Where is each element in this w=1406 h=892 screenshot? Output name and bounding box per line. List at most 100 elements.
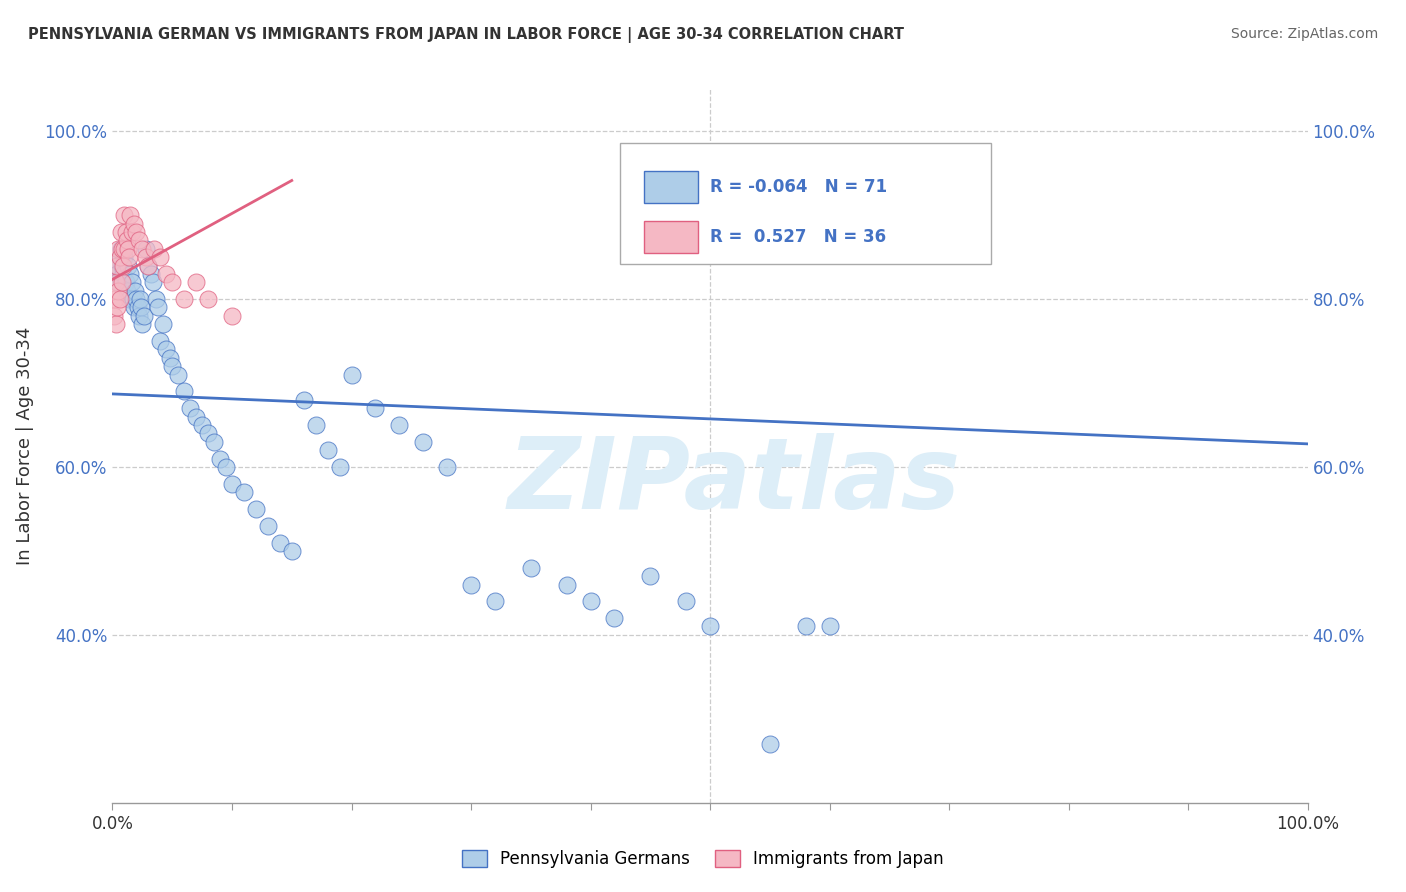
Point [111,259,134,273]
Point [104,292,127,306]
Point [179,401,201,416]
Point [112,259,135,273]
Point [152,318,174,332]
Point [103,309,125,323]
Point [759,737,782,751]
Point [131,318,153,332]
Legend: Pennsylvania Germans, Immigrants from Japan: Pennsylvania Germans, Immigrants from Ja… [456,843,950,875]
Y-axis label: In Labor Force | Age 30-34: In Labor Force | Age 30-34 [15,326,34,566]
Point [110,225,132,239]
Point [118,292,141,306]
Point [131,242,153,256]
Point [120,208,142,222]
Point [117,242,139,256]
Point [329,460,352,475]
Point [159,351,181,365]
Point [105,267,128,281]
Point [120,267,142,281]
Point [603,611,626,625]
Point [138,259,160,273]
Point [221,309,243,323]
Point [129,292,152,306]
Point [127,301,149,315]
Point [135,250,157,264]
Point [128,233,150,247]
Point [186,409,208,424]
Point [145,292,167,306]
Point [364,401,387,416]
Point [173,292,195,306]
Point [221,476,243,491]
Point [139,267,162,281]
Point [579,594,602,608]
Point [436,460,458,475]
Point [209,451,232,466]
Point [186,275,208,289]
Point [115,233,138,247]
Point [340,368,363,382]
Point [111,242,134,256]
Point [167,368,190,382]
Point [114,275,136,289]
Point [292,392,315,407]
Point [108,250,131,264]
Point [173,384,195,399]
Point [143,242,166,256]
Point [202,434,225,449]
Point [107,275,129,289]
Point [155,267,177,281]
Point [125,225,148,239]
Point [114,208,135,222]
Point [388,417,411,432]
Point [233,485,256,500]
Point [555,577,578,591]
Point [114,250,135,264]
Point [105,259,128,273]
Point [162,275,183,289]
Bar [644,171,699,203]
Point [412,434,434,449]
Point [114,242,135,256]
Point [794,619,817,633]
Point [520,560,543,574]
Point [245,502,267,516]
Text: PENNSYLVANIA GERMAN VS IMMIGRANTS FROM JAPAN IN LABOR FORCE | AGE 30-34 CORRELAT: PENNSYLVANIA GERMAN VS IMMIGRANTS FROM J… [28,27,904,43]
Point [124,284,146,298]
Point [215,460,238,475]
Point [114,225,136,239]
Point [675,594,697,608]
Point [162,359,183,374]
Point [110,242,132,256]
Point [122,217,145,231]
Point [132,309,155,323]
Point [129,301,152,315]
Bar [644,221,699,253]
Point [128,309,150,323]
Point [118,250,141,264]
Point [699,619,721,633]
Point [107,242,129,256]
Point [142,275,165,289]
Point [257,518,280,533]
Point [105,275,128,289]
Point [316,443,339,458]
Text: R =  0.527   N = 36: R = 0.527 N = 36 [710,228,886,246]
Point [197,292,219,306]
Point [121,275,143,289]
Point [640,569,662,583]
Point [818,619,841,633]
Text: ZIPatlas: ZIPatlas [508,434,960,530]
Point [197,426,219,441]
Point [111,275,134,289]
Point [484,594,506,608]
Point [112,267,135,281]
Point [149,334,172,348]
Point [269,535,291,549]
Point [305,417,328,432]
Point [105,301,128,315]
Point [146,301,169,315]
Text: R = -0.064   N = 71: R = -0.064 N = 71 [710,178,887,196]
Point [138,259,160,273]
FancyBboxPatch shape [620,143,991,264]
Point [135,242,157,256]
